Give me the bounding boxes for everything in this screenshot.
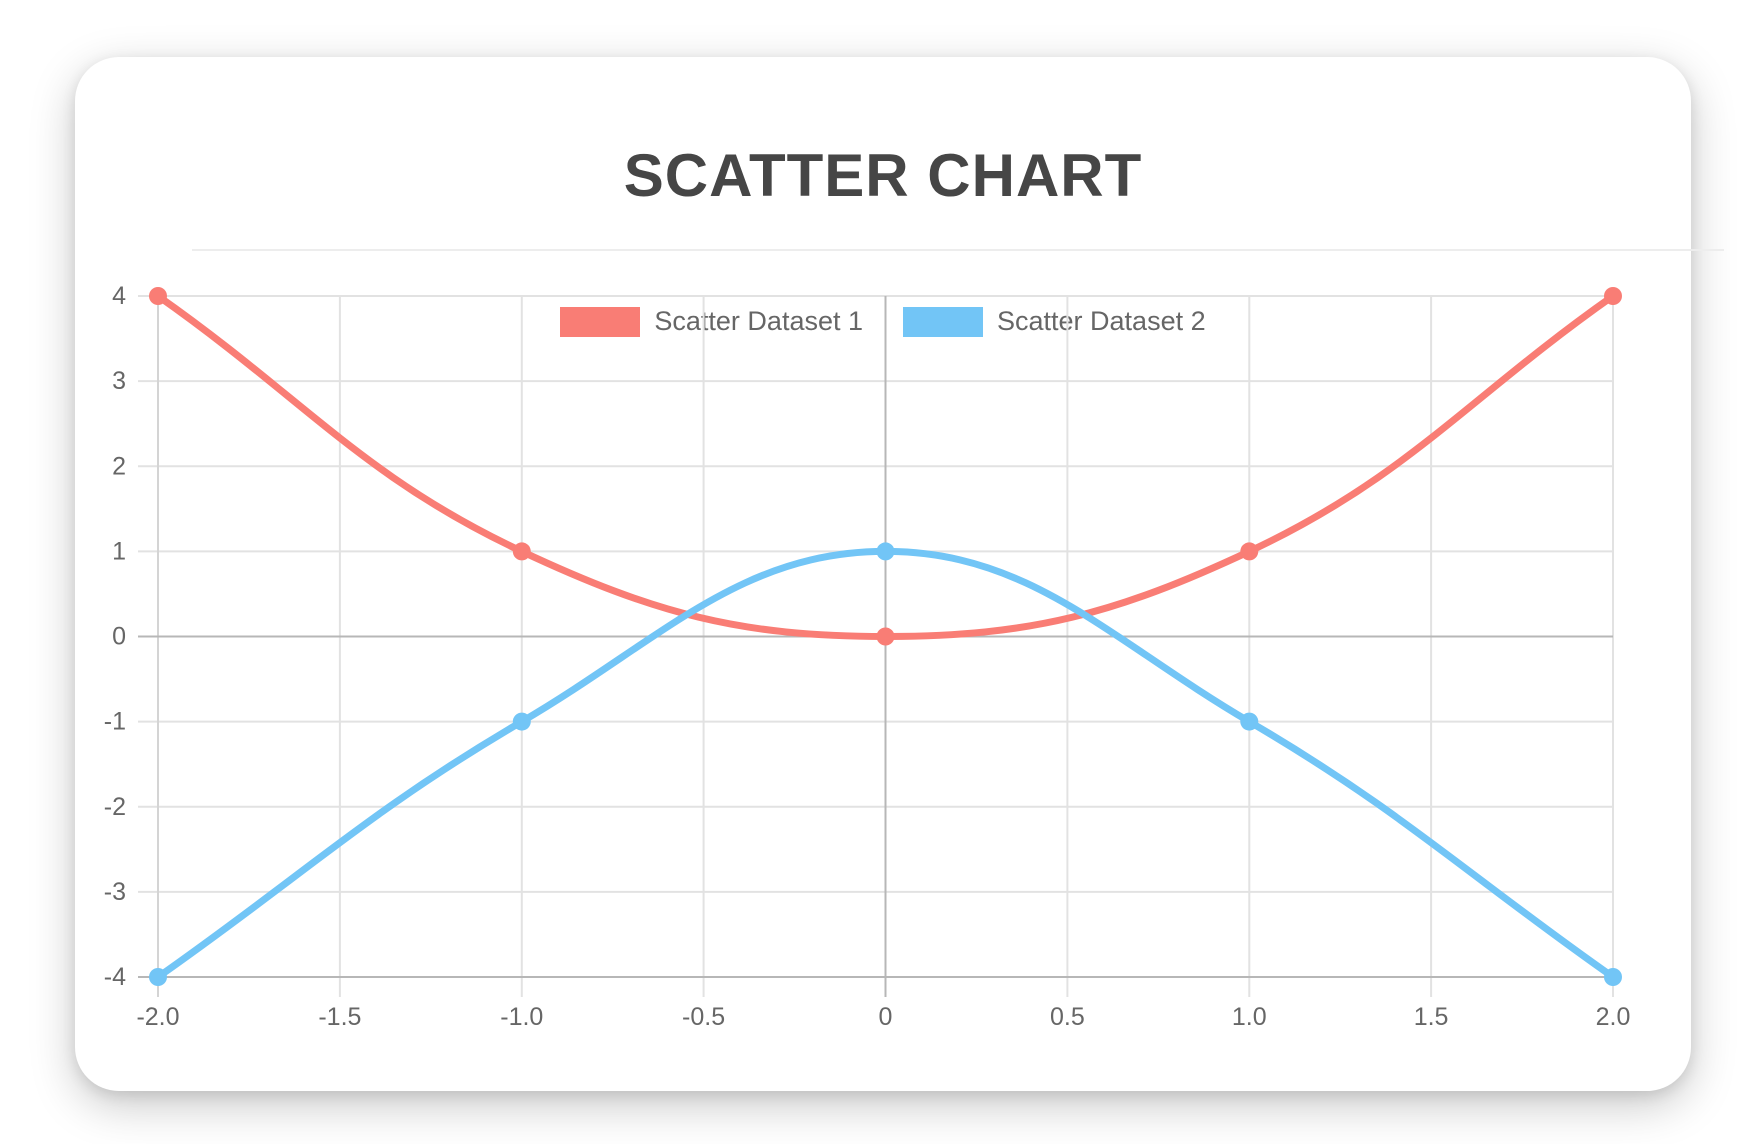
x-axis-tick-label: 2.0 — [1596, 1003, 1631, 1031]
data-point-series-1[interactable] — [512, 542, 531, 561]
data-point-series-2[interactable] — [512, 712, 531, 731]
y-axis-tick-label: 0 — [112, 623, 126, 651]
chart-card: SCATTER CHART Scatter Dataset 1 Scatter … — [75, 57, 1724, 1091]
y-axis-tick-label: -3 — [104, 878, 126, 906]
x-axis-tick-label: 1.5 — [1414, 1003, 1449, 1031]
y-axis-tick-label: 2 — [112, 452, 126, 480]
data-point-series-2[interactable] — [1240, 712, 1259, 731]
legend-item-dataset-2[interactable]: Scatter Dataset 2 — [903, 306, 1206, 337]
title-divider — [192, 249, 1724, 251]
y-axis-tick-label: -4 — [104, 963, 126, 991]
legend-swatch-dataset-2 — [903, 306, 983, 337]
y-axis-tick-label: 4 — [112, 282, 126, 310]
x-axis-tick-label: 1.0 — [1232, 1003, 1267, 1031]
y-axis-tick-label: -2 — [104, 793, 126, 821]
data-point-series-1[interactable] — [149, 287, 167, 305]
legend-label-dataset-1: Scatter Dataset 1 — [654, 306, 863, 336]
chart-title: SCATTER CHART — [623, 142, 1143, 209]
x-axis-tick-label: 0.5 — [1050, 1003, 1085, 1031]
data-point-series-2[interactable] — [1604, 968, 1622, 986]
data-point-series-2[interactable] — [876, 542, 895, 561]
x-axis-tick-label: -0.5 — [682, 1003, 725, 1031]
data-point-series-1[interactable] — [876, 627, 895, 646]
legend-item-dataset-1[interactable]: Scatter Dataset 1 — [560, 306, 863, 337]
data-point-series-2[interactable] — [149, 968, 167, 986]
x-axis-tick-label: -2.0 — [136, 1003, 179, 1031]
data-point-series-1[interactable] — [1604, 287, 1622, 305]
legend-label-dataset-2: Scatter Dataset 2 — [997, 306, 1206, 336]
data-point-series-1[interactable] — [1240, 542, 1259, 561]
y-axis-tick-label: 1 — [112, 537, 126, 565]
x-axis-tick-label: 0 — [879, 1003, 893, 1031]
y-axis-tick-label: -1 — [104, 708, 126, 736]
x-axis-tick-label: -1.0 — [500, 1003, 543, 1031]
chart-legend: Scatter Dataset 1 Scatter Dataset 2 — [75, 306, 1691, 337]
y-axis-tick-label: 3 — [112, 367, 126, 395]
legend-swatch-dataset-1 — [560, 306, 641, 337]
x-axis-tick-label: -1.5 — [318, 1003, 361, 1031]
